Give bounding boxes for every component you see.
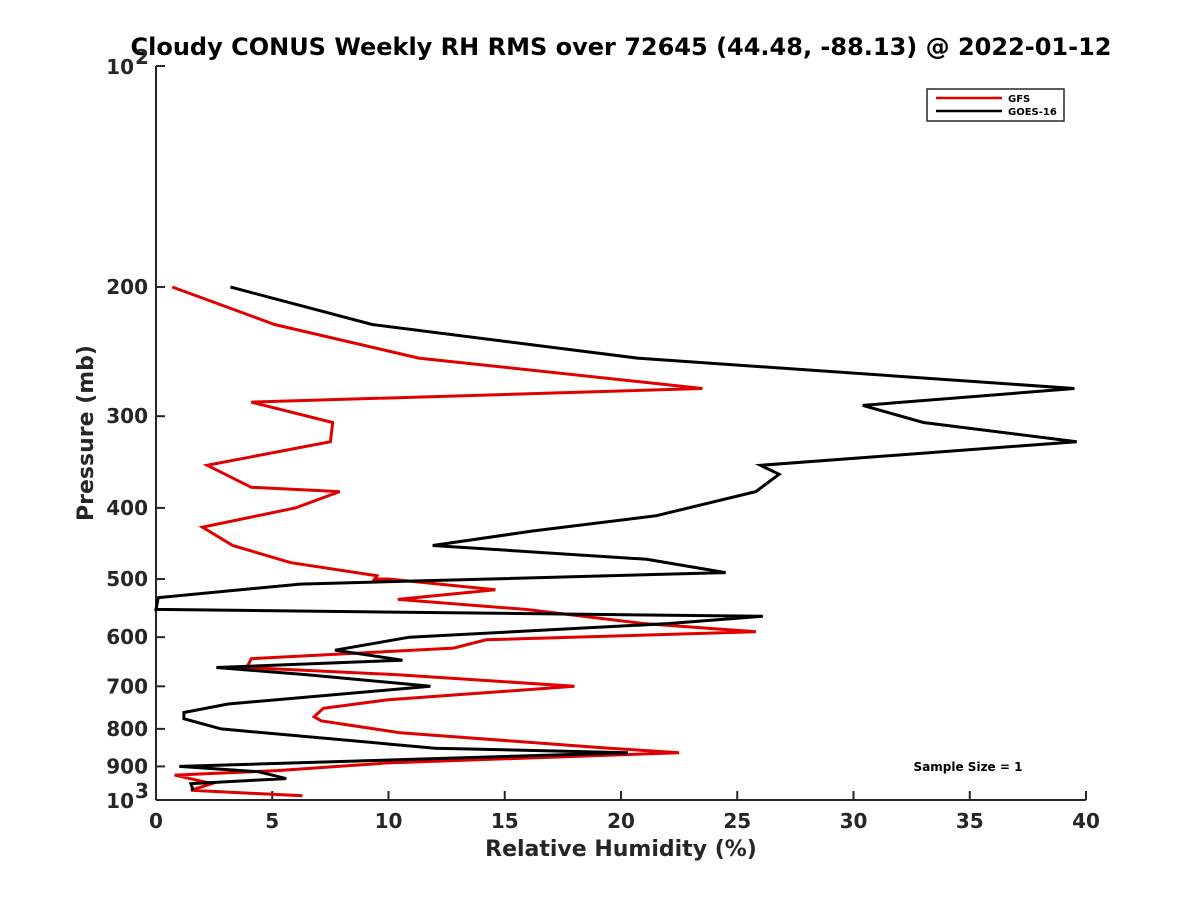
x-tick-label: 10 <box>375 809 403 833</box>
y-tick-label: 500 <box>106 567 148 591</box>
y-tick-label-base: 10 <box>106 789 134 813</box>
x-axis-label: Relative Humidity (%) <box>485 837 757 862</box>
legend-label-gfs: GFS <box>1008 94 1030 105</box>
x-tick-label: 40 <box>1072 809 1100 833</box>
x-tick-label: 25 <box>723 809 751 833</box>
x-tick-label: 20 <box>607 809 635 833</box>
y-tick-label: 300 <box>106 404 148 428</box>
x-tick-label: 0 <box>149 809 163 833</box>
y-tick-label: 600 <box>106 625 148 649</box>
y-tick-label: 200 <box>106 275 148 299</box>
y-tick-label: 400 <box>106 496 148 520</box>
series-line-goes16 <box>154 285 1077 791</box>
legend: GFS GOES-16 <box>926 88 1065 122</box>
x-tick-label: 15 <box>491 809 519 833</box>
x-tick-label: 30 <box>840 809 868 833</box>
chart-title: Cloudy CONUS Weekly RH RMS over 72645 (4… <box>131 33 1112 61</box>
legend-box <box>926 88 1065 122</box>
y-tick-label: 900 <box>106 754 148 778</box>
y-tick-label: 700 <box>106 674 148 698</box>
x-axis-ticks: 0 5 10 15 20 25 30 35 40 <box>149 791 1100 833</box>
legend-label-goes16: GOES-16 <box>1008 107 1057 118</box>
series-layer <box>154 285 1077 798</box>
y-tick-label: 10 3 <box>106 779 149 813</box>
x-tick-label: 5 <box>265 809 279 833</box>
x-tick-label: 35 <box>956 809 984 833</box>
y-tick-label-base: 10 <box>106 55 134 79</box>
y-tick-label-exponent: 3 <box>135 779 149 803</box>
y-tick-label-exponent: 2 <box>135 45 149 69</box>
plot-area: 0 5 10 15 20 25 30 35 40 10 220030040050060070080… <box>106 45 1100 833</box>
y-tick-label: 800 <box>106 717 148 741</box>
y-tick-label: 10 2 <box>106 45 149 79</box>
y-axis-label: Pressure (mb) <box>74 345 99 521</box>
sample-size-annotation: Sample Size = 1 <box>914 760 1023 774</box>
